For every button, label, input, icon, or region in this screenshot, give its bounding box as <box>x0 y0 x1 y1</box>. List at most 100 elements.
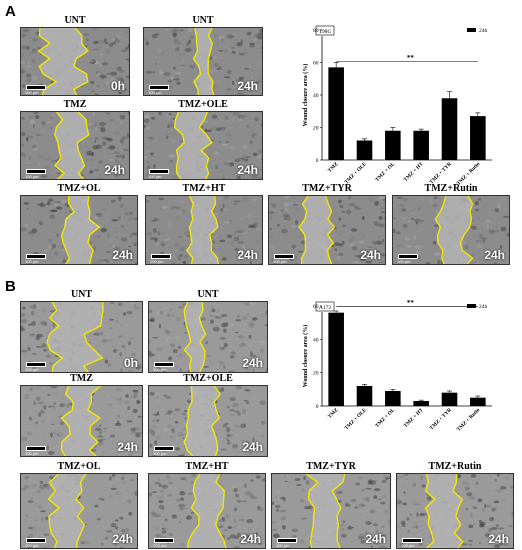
wound-edge-line <box>72 28 90 95</box>
cell-line-label: T98G <box>319 29 332 35</box>
scale-bar <box>149 85 169 90</box>
micrograph-image: 100 µm 24h <box>20 385 143 457</box>
micrograph-tile: TMZ+OLE 100 µm 24h <box>148 374 268 457</box>
wound-edge-line <box>434 196 447 264</box>
micrograph-label: TMZ+HT <box>185 461 229 472</box>
micrograph-tile: UNT 100 µm 24h <box>143 16 263 96</box>
wound-edge-line <box>87 196 101 264</box>
micrograph-tile: TMZ+HT 100 µm 24h <box>145 184 263 265</box>
micrograph-label: TMZ+TYR <box>302 183 352 194</box>
y-tick-label: 80 <box>313 28 319 34</box>
y-tick-label: 60 <box>313 304 319 310</box>
wound-edge-line <box>198 112 213 179</box>
micrograph-label: UNT <box>70 289 93 300</box>
micrograph-image: 100 µm 24h <box>148 385 268 457</box>
micrograph-label: UNT <box>64 15 86 26</box>
micrograph-label: TMZ <box>63 99 87 110</box>
time-badge: 24h <box>488 532 509 546</box>
micrograph-label: TMZ+Rutin <box>428 461 482 472</box>
scale-bar <box>398 254 418 259</box>
wound-edge-line <box>46 302 64 372</box>
micrograph-image: 100 µm 24h <box>20 111 130 180</box>
wound-edge-line <box>324 196 336 264</box>
y-tick-label: 0 <box>316 404 319 410</box>
y-axis-title: Wound closure area (%) <box>302 325 309 388</box>
scale-bar-label: 100 µm <box>25 259 39 264</box>
scale-bar <box>154 446 174 451</box>
micrograph-image: 100 µm 24h <box>396 473 514 549</box>
wound-edge-line <box>173 112 185 179</box>
y-tick-label: 20 <box>313 126 319 132</box>
bar <box>441 392 458 406</box>
scale-bar-label: 100 µm <box>25 543 39 548</box>
x-tick-label: TMZ + HT <box>403 161 425 183</box>
wound-edge-line <box>76 112 90 179</box>
scale-bar-label: 100 µm <box>276 543 290 548</box>
micrograph-image: 100 µm 24h <box>268 195 386 265</box>
wound-edge-line <box>207 28 215 95</box>
time-badge: 24h <box>117 440 138 454</box>
wound-edge-line <box>424 474 436 548</box>
micrograph-image: 100 µm 24h <box>148 301 268 373</box>
micrograph-image: 100 µm 24h <box>143 111 263 180</box>
x-tick-label: TMZ + OLE <box>344 407 369 432</box>
significance-label: ** <box>407 54 415 62</box>
time-badge: 24h <box>237 163 258 177</box>
micrograph-label: TMZ+OLE <box>178 99 228 110</box>
x-tick-label: TMZ + OL <box>374 407 396 429</box>
bar <box>385 391 401 406</box>
micrograph-image: 100 µm 24h <box>20 195 138 265</box>
y-tick-label: 60 <box>313 61 319 67</box>
time-badge: 24h <box>484 248 505 262</box>
significance-label: ** <box>407 299 415 307</box>
wound-edge-line <box>82 302 104 372</box>
x-tick-label: TMZ + TYR <box>429 407 453 431</box>
time-badge: 24h <box>112 248 133 262</box>
micrograph-tile: UNT 100 µm 24h <box>148 290 268 373</box>
legend-swatch <box>467 28 476 32</box>
scale-bar-label: 100 µm <box>153 367 167 372</box>
time-badge: 24h <box>104 163 125 177</box>
scale-bar-label: 100 µm <box>25 90 39 95</box>
wound-edge-line <box>186 474 201 548</box>
micrograph-image: 100 µm 24h <box>271 473 391 549</box>
bar <box>356 140 373 160</box>
scale-bar <box>154 362 174 367</box>
time-badge: 24h <box>360 248 381 262</box>
scale-bar <box>274 254 294 259</box>
x-tick-label: TMZ <box>327 407 340 420</box>
micrograph-label: TMZ+OL <box>57 183 101 194</box>
time-badge: 0h <box>110 79 125 93</box>
micrograph-label: TMZ <box>70 373 93 384</box>
micrograph-tile: TMZ+OL 100 µm 24h <box>20 184 138 265</box>
scale-bar <box>26 169 46 174</box>
scale-bar <box>26 85 46 90</box>
micrograph-image: 100 µm 24h <box>143 27 263 96</box>
wound-edge-line <box>305 474 319 548</box>
scale-bar-label: 100 µm <box>401 543 415 548</box>
wound-edge-line <box>192 28 202 95</box>
bar-chart-svg: A172 24h 0 20 40 60 Wound closure area (%) TMZ T… <box>302 299 492 433</box>
bar <box>328 312 344 406</box>
scale-bar-label: 100 µm <box>273 259 287 264</box>
micrograph-tile: TMZ+OLE 100 µm 24h <box>143 100 263 180</box>
time-badge: 24h <box>240 532 261 546</box>
micrograph-label: TMZ+Rutin <box>424 183 478 194</box>
x-tick-label: TMZ + Rutin <box>456 407 482 433</box>
micrograph-tile: UNT 100 µm 0h <box>20 16 130 96</box>
bar-chart-svg: T98G 24h 0 20 40 60 80 Wound closure area (%) TM… <box>302 25 492 187</box>
y-tick-label: 40 <box>313 337 319 343</box>
y-tick-label: 40 <box>313 93 319 99</box>
wound-edge-line <box>60 196 76 264</box>
micrograph-label: TMZ+HT <box>182 183 226 194</box>
time-badge: 24h <box>242 440 263 454</box>
scale-bar-label: 100 µm <box>150 259 164 264</box>
wound-edge-line <box>452 474 464 548</box>
micrograph-label: UNT <box>197 289 219 300</box>
scale-bar <box>149 169 169 174</box>
wound-edge-line <box>459 196 474 264</box>
micrograph-tile: TMZ+Rutin 100 µm 24h <box>396 462 514 549</box>
micrograph-label: TMZ+OLE <box>183 373 233 384</box>
bar <box>356 386 373 406</box>
x-tick-label: TMZ + OLE <box>344 161 369 186</box>
